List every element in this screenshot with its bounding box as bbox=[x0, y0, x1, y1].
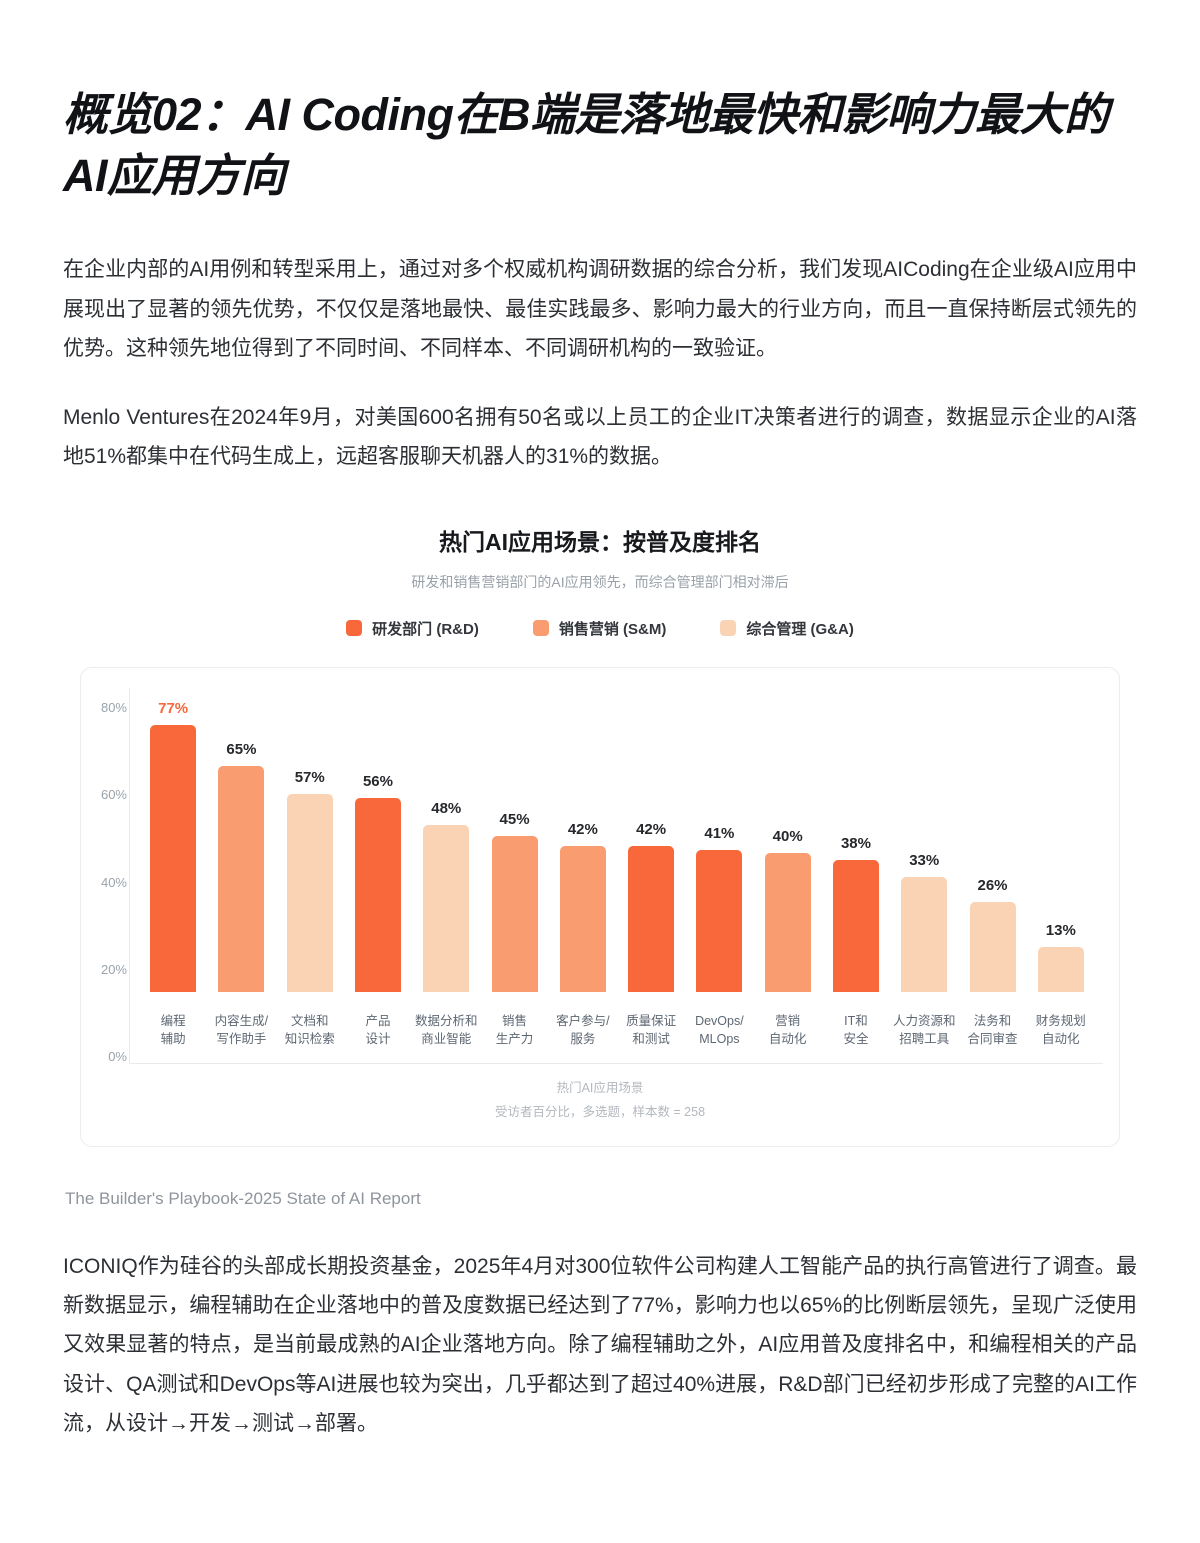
bar-category-label: IT和 安全 bbox=[843, 1013, 869, 1047]
bar bbox=[559, 845, 606, 992]
bar-column: 77% bbox=[139, 668, 207, 992]
bar bbox=[423, 824, 470, 992]
legend-swatch-icon bbox=[532, 620, 549, 637]
bar-value-label: 56% bbox=[362, 772, 393, 790]
bar-value-label: 41% bbox=[704, 824, 735, 842]
bar-value-label: 33% bbox=[909, 851, 940, 869]
x-axis-line bbox=[129, 1062, 1103, 1064]
bar-category-label: 数据分析和 商业智能 bbox=[415, 1013, 478, 1047]
y-axis-tick-label: 0% bbox=[108, 1048, 127, 1064]
bar bbox=[969, 901, 1016, 992]
bar-column: 57% bbox=[276, 668, 344, 992]
bar-category-label: DevOps/MLOps bbox=[695, 1013, 744, 1047]
bar-category-label: 销售 生产力 bbox=[495, 1013, 534, 1047]
legend-swatch-icon bbox=[346, 620, 363, 637]
body-paragraph: ICONIQ作为硅谷的头部成长期投资基金，2025年4月对300位软件公司构建人… bbox=[63, 1254, 1137, 1435]
bar-category-label: 质量保证 和测试 bbox=[626, 1013, 677, 1047]
legend-label: 综合管理 (G&A) bbox=[746, 620, 854, 638]
bar-column: 42% bbox=[617, 668, 685, 992]
bar-value-label: 42% bbox=[567, 820, 598, 838]
bar-category-label: 客户参与/服务 bbox=[556, 1013, 610, 1047]
chart-title: 热门AI应用场景：按普及度排名 bbox=[439, 528, 761, 555]
bar bbox=[491, 835, 538, 992]
y-axis-tick-label: 40% bbox=[100, 874, 127, 890]
bar-column: 33% bbox=[890, 668, 958, 992]
bar-column: 13% bbox=[1027, 668, 1095, 992]
bar-column: 42% bbox=[549, 668, 617, 992]
bar-category-label: 法务和 合同审查 bbox=[967, 1013, 1018, 1047]
chart-subtitle: 研发和销售营销部门的AI应用领先，而综合管理部门相对滞后 bbox=[411, 573, 789, 590]
bar-category-label: 内容生成/写作助手 bbox=[214, 1013, 269, 1047]
bar-category-label: 人力资源和 招聘工具 bbox=[892, 1013, 956, 1047]
bar bbox=[901, 876, 948, 992]
bar-category-label: 营销 自动化 bbox=[768, 1013, 807, 1047]
bar-value-label: 48% bbox=[431, 799, 462, 817]
legend-swatch-icon bbox=[720, 620, 737, 637]
bar bbox=[764, 852, 811, 992]
legend-item: 综合管理 (G&A) bbox=[720, 618, 854, 639]
bar-category-label: 编程 辅助 bbox=[160, 1013, 186, 1047]
bar-value-label: 77% bbox=[158, 699, 189, 717]
legend-item: 研发部门 (R&D) bbox=[346, 618, 479, 639]
bar-value-label: 57% bbox=[294, 768, 325, 786]
bar-value-label: 26% bbox=[977, 876, 1008, 894]
body-paragraph: Menlo Ventures在2024年9月，对美国600名拥有50名或以上员工… bbox=[63, 406, 1137, 469]
bar-column: 48% bbox=[412, 668, 480, 992]
bar-category-label: 产品 设计 bbox=[365, 1013, 391, 1047]
chart-header: 热门AI应用场景：按普及度排名 研发和销售营销部门的AI应用领先，而综合管理部门… bbox=[63, 523, 1137, 639]
y-axis-line bbox=[129, 687, 130, 1063]
bars-row: 77% 65% 57% 56% 48% 45% 42% 42% 41% 40% 38% 33% 26% 1… bbox=[139, 668, 1095, 992]
bar-column: 26% bbox=[958, 668, 1026, 992]
bar-value-label: 65% bbox=[226, 740, 257, 758]
legend-label: 研发部门 (R&D) bbox=[372, 620, 479, 638]
bar-column: 41% bbox=[685, 668, 753, 992]
body-paragraph: 在企业内部的AI用例和转型采用上，通过对多个权威机构调研数据的综合分析，我们发现… bbox=[63, 258, 1137, 360]
bar-column: 56% bbox=[344, 668, 412, 992]
bar-value-label: 45% bbox=[499, 810, 530, 828]
chart-footnote: 热门AI应用场景 受访者百分比，多选题，样本数 = 258 bbox=[81, 1076, 1119, 1125]
bar bbox=[696, 849, 743, 992]
category-labels-row: 编程 辅助 内容生成/写作助手 文档和 知识检索 产品 设计 数据分析和 商业智能 销售 生产力 客户… bbox=[139, 1012, 1095, 1050]
bar bbox=[218, 765, 265, 992]
bar bbox=[150, 724, 197, 992]
bar-value-label: 40% bbox=[772, 827, 803, 845]
sample-note: 受访者百分比，多选题，样本数 = 258 bbox=[494, 1105, 706, 1120]
bar-category-label: 财务规划 自动化 bbox=[1035, 1013, 1086, 1047]
legend-label: 销售营销 (S&M) bbox=[558, 620, 667, 638]
bar bbox=[354, 797, 401, 992]
y-axis-tick-label: 80% bbox=[100, 699, 127, 715]
y-axis-tick-label: 20% bbox=[100, 961, 127, 977]
bar bbox=[286, 793, 333, 992]
bar-value-label: 13% bbox=[1045, 921, 1076, 939]
bar-category-label: 文档和 知识检索 bbox=[284, 1013, 335, 1047]
bar-column: 45% bbox=[480, 668, 548, 992]
bar bbox=[1037, 946, 1084, 992]
bar-column: 40% bbox=[754, 668, 822, 992]
source-caption: The Builder's Playbook-2025 State of AI … bbox=[65, 1188, 421, 1208]
bar bbox=[832, 859, 879, 992]
legend-item: 销售营销 (S&M) bbox=[532, 618, 667, 639]
bar-value-label: 42% bbox=[636, 820, 667, 838]
bar-column: 65% bbox=[207, 668, 275, 992]
bar-column: 38% bbox=[822, 668, 890, 992]
bar-value-label: 38% bbox=[840, 834, 871, 852]
chart-card: 80% 60% 40% 20% 0% 77% 65% 57% 56% 48% 45% 42% 42% 4… bbox=[80, 666, 1120, 1147]
y-axis-tick-label: 60% bbox=[100, 786, 127, 802]
bar bbox=[628, 845, 675, 992]
page-title: 概览02：AI Coding在B端是落地最快和影响力最大的AI应用方向 bbox=[63, 89, 1109, 202]
chart-legend: 研发部门 (R&D) 销售营销 (S&M) 综合管理 (G&A) bbox=[63, 618, 1137, 639]
x-axis-title: 热门AI应用场景 bbox=[556, 1080, 644, 1095]
